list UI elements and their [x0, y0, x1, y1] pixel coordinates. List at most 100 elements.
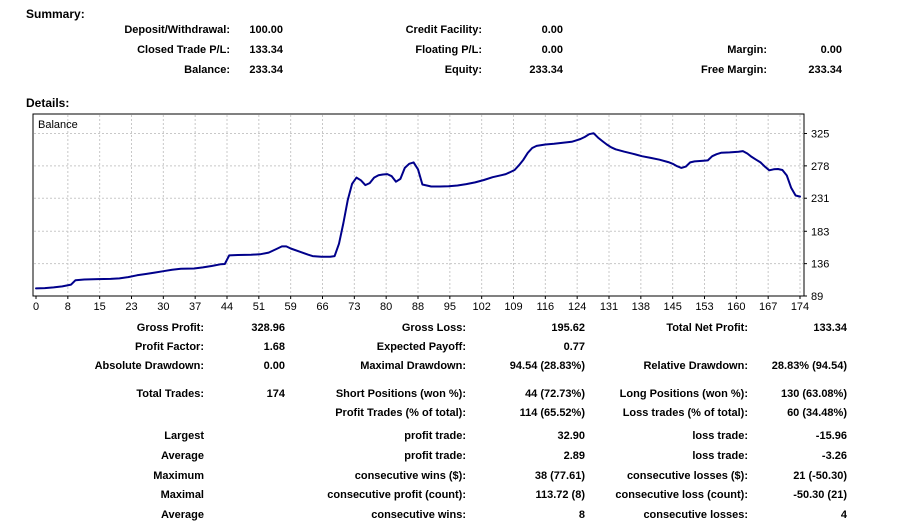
svg-text:37: 37: [189, 301, 201, 313]
stat-row: Average profit trade: 2.89 loss trade: -…: [0, 450, 903, 466]
stat-value: 328.96: [251, 322, 285, 334]
stat-row: Gross Profit: 328.96 Gross Loss: 195.62 …: [0, 322, 903, 338]
stat-label: Maximal: [160, 489, 204, 501]
stat-value: 174: [266, 388, 285, 400]
svg-text:167: 167: [759, 301, 777, 313]
svg-text:66: 66: [316, 301, 328, 313]
stat-label: Loss trades (% of total):: [622, 407, 748, 419]
svg-text:278: 278: [811, 161, 829, 173]
stat-label: Profit Trades (% of total):: [335, 407, 466, 419]
summary-row: Deposit/Withdrawal: 100.00 Credit Facili…: [0, 24, 903, 40]
stat-label: Absolute Drawdown:: [94, 360, 204, 372]
summary-value: 233.34: [808, 64, 842, 76]
summary-label: Free Margin:: [700, 64, 767, 76]
stat-label: Largest: [164, 430, 204, 442]
summary-label: Credit Facility:: [405, 24, 482, 36]
stat-value: 44 (72.73%): [525, 388, 585, 400]
stat-value: 60 (34.48%): [787, 407, 847, 419]
stat-label: Short Positions (won %):: [335, 388, 466, 400]
summary-label: Floating P/L:: [415, 44, 482, 56]
svg-text:0: 0: [33, 301, 39, 313]
svg-text:145: 145: [663, 301, 681, 313]
stat-label: loss trade:: [692, 450, 748, 462]
stat-label: Gross Loss:: [401, 322, 466, 334]
stat-label: consecutive wins ($):: [354, 470, 466, 482]
stat-label: Relative Drawdown:: [643, 360, 748, 372]
summary-value: 0.00: [820, 44, 842, 56]
balance-chart-canvas: 0 8 15 23 30 37 44 51 59 66 73 80 88 95 102 109 116 124 13…: [32, 113, 829, 313]
summary-value: 0.00: [541, 44, 563, 56]
stat-label: Maximal Drawdown:: [360, 360, 466, 372]
svg-text:138: 138: [632, 301, 650, 313]
svg-text:89: 89: [811, 291, 823, 303]
summary-value: 233.34: [249, 64, 283, 76]
stat-value: 21 (-50.30): [793, 470, 847, 482]
stat-label: Expected Payoff:: [376, 341, 466, 353]
balance-chart: 0 8 15 23 30 37 44 51 59 66 73 80 88 95 102 109 116 124 13…: [0, 110, 903, 320]
stat-label: Maximum: [153, 470, 204, 482]
stat-row: Maximum consecutive wins ($): 38 (77.61)…: [0, 470, 903, 486]
stat-label: consecutive losses ($):: [626, 470, 748, 482]
stat-value: 4: [840, 509, 847, 521]
stat-label: Gross Profit:: [136, 322, 204, 334]
svg-text:153: 153: [695, 301, 713, 313]
stat-value: 32.90: [557, 430, 585, 442]
stat-value: 38 (77.61): [534, 470, 585, 482]
details-heading: Details:: [26, 96, 70, 110]
stat-row: Largest profit trade: 32.90 loss trade: …: [0, 430, 903, 446]
stat-label: profit trade:: [404, 430, 466, 442]
summary-row: Closed Trade P/L: 133.34 Floating P/L: 0…: [0, 44, 903, 60]
stat-row: Maximal consecutive profit (count): 113.…: [0, 489, 903, 505]
stat-label: consecutive losses:: [643, 509, 748, 521]
summary-label: Deposit/Withdrawal:: [124, 24, 230, 36]
svg-text:102: 102: [472, 301, 490, 313]
stat-label: consecutive wins:: [371, 509, 466, 521]
svg-text:109: 109: [504, 301, 522, 313]
stat-label: Average: [160, 509, 204, 521]
svg-text:8: 8: [65, 301, 71, 313]
stat-value: -3.26: [821, 450, 847, 462]
stat-row: Profit Factor: 1.68 Expected Payoff: 0.7…: [0, 341, 903, 357]
svg-text:231: 231: [811, 193, 829, 205]
svg-text:124: 124: [568, 301, 586, 313]
stat-label: profit trade:: [404, 450, 466, 462]
summary-label: Equity:: [444, 64, 482, 76]
stat-value: 195.62: [551, 322, 585, 334]
summary-row: Balance: 233.34 Equity: 233.34 Free Marg…: [0, 64, 903, 80]
stat-value: 133.34: [813, 322, 847, 334]
svg-text:160: 160: [727, 301, 745, 313]
summary-value: 0.00: [541, 24, 563, 36]
stat-value: 28.83% (94.54): [771, 360, 847, 372]
stat-value: 2.89: [563, 450, 585, 462]
svg-text:15: 15: [94, 301, 106, 313]
stat-row: Absolute Drawdown: 0.00 Maximal Drawdown…: [0, 360, 903, 376]
stat-value: 0.77: [563, 341, 585, 353]
stat-value: 0.00: [263, 360, 285, 372]
stat-label: loss trade:: [692, 430, 748, 442]
svg-text:80: 80: [380, 301, 392, 313]
svg-text:30: 30: [157, 301, 169, 313]
stat-label: Long Positions (won %):: [619, 388, 748, 400]
summary-label: Balance:: [184, 64, 230, 76]
stat-row: Profit Trades (% of total): 114 (65.52%)…: [0, 407, 903, 423]
stat-value: 8: [578, 509, 585, 521]
summary-value: 233.34: [529, 64, 563, 76]
svg-text:73: 73: [348, 301, 360, 313]
stat-label: consecutive profit (count):: [327, 489, 466, 501]
svg-text:88: 88: [412, 301, 424, 313]
stat-value: 113.72 (8): [535, 489, 585, 501]
summary-value: 133.34: [249, 44, 283, 56]
stat-value: 130 (63.08%): [780, 388, 847, 400]
stat-label: Total Net Profit:: [666, 322, 748, 334]
stat-label: Profit Factor:: [134, 341, 204, 353]
svg-text:51: 51: [253, 301, 265, 313]
stat-label: consecutive loss (count):: [615, 489, 748, 501]
stat-value: 1.68: [263, 341, 285, 353]
svg-text:325: 325: [811, 129, 829, 141]
svg-text:174: 174: [791, 301, 809, 313]
svg-text:136: 136: [811, 259, 829, 271]
stat-value: 114 (65.52%): [519, 407, 585, 419]
summary-heading: Summary:: [26, 7, 85, 21]
stat-label: Average: [160, 450, 204, 462]
